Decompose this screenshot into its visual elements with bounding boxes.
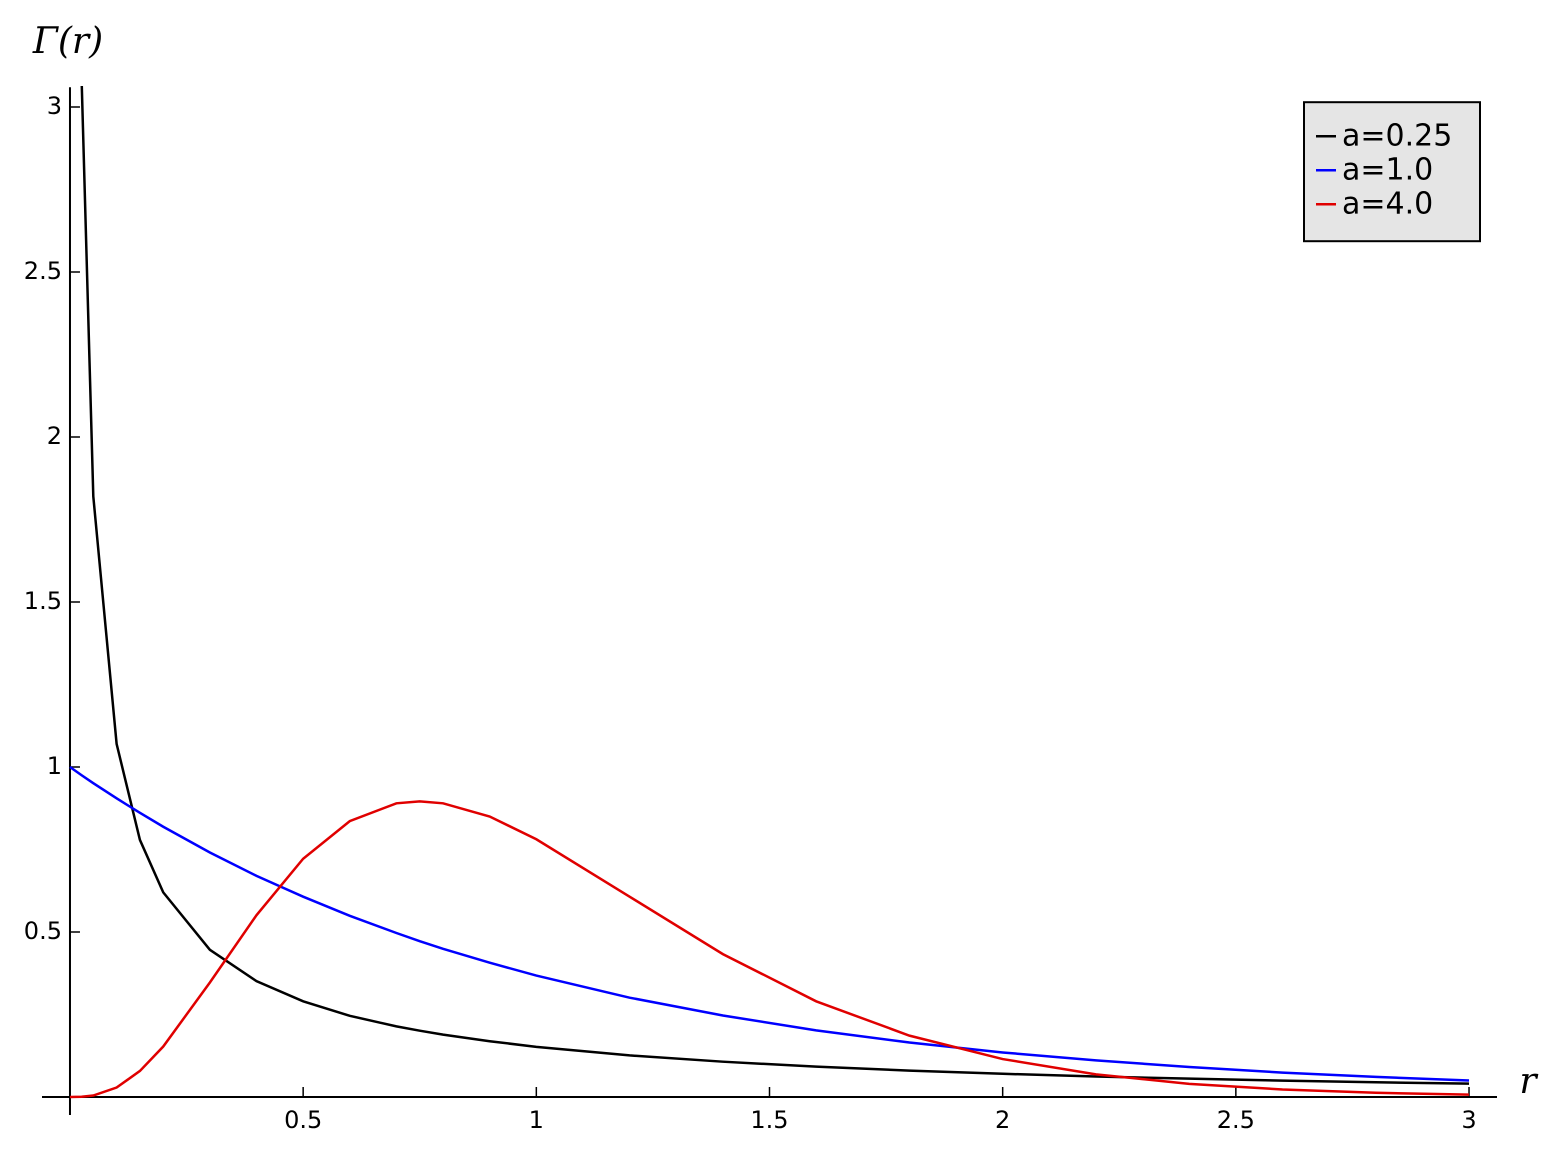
plot-area — [69, 86, 1470, 1099]
legend-label: a=0.25 — [1342, 119, 1452, 154]
x-tick-label: 2 — [995, 1106, 1010, 1134]
x-tick-label: 1 — [529, 1106, 544, 1134]
x-tick-label: 2.5 — [1217, 1106, 1255, 1134]
line-series — [80, 86, 1470, 1085]
y-axis-label: Γ(r) — [32, 21, 103, 62]
y-tick-label: 2.5 — [24, 257, 62, 285]
x-tick-label: 3 — [1461, 1106, 1476, 1134]
x-tick-label: 1.5 — [750, 1106, 788, 1134]
y-tick-label: 1 — [47, 752, 62, 780]
x-tick-label: 0.5 — [284, 1106, 322, 1134]
line-series — [69, 800, 1470, 1099]
y-tick-label: 0.5 — [24, 917, 62, 945]
y-tick-label: 3 — [47, 92, 62, 120]
legend-label: a=4.0 — [1342, 187, 1433, 222]
x-axis-label: r — [1519, 1061, 1538, 1102]
legend-box — [1303, 101, 1481, 243]
line-series — [69, 765, 1470, 1082]
y-tick-label: 1.5 — [24, 587, 62, 615]
legend-label: a=1.0 — [1342, 153, 1433, 188]
y-tick-label: 2 — [47, 422, 62, 450]
